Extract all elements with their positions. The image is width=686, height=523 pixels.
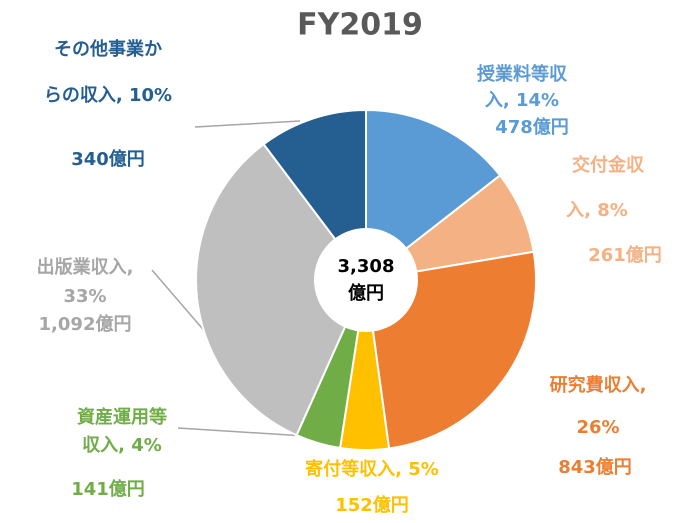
- slice-label: 収入, 4%: [82, 435, 162, 456]
- leader-line: [194, 120, 301, 128]
- value-label: 141億円: [71, 478, 145, 500]
- slice-label: 研究費収入,: [550, 374, 647, 396]
- slice-label: 出版業収入,: [37, 256, 134, 278]
- pie-slice: [365, 108, 502, 283]
- slice-label: 授業料等収: [477, 63, 568, 85]
- slice-label: 入, 14%: [485, 90, 559, 111]
- leader-line: [177, 427, 306, 437]
- value-label: 1,092億円: [39, 313, 132, 335]
- value-label: 261億円: [588, 244, 662, 266]
- slice-label: 資産運用等: [77, 406, 167, 428]
- donut-hole: [314, 228, 418, 332]
- center-label: 億円: [348, 282, 384, 304]
- slice-label: 寄付等収入, 5%: [305, 458, 439, 480]
- leader-line: [151, 269, 208, 335]
- slice-label: 26%: [576, 417, 619, 438]
- slice-label: 交付金収: [572, 154, 645, 176]
- slice-label: 入, 8%: [566, 200, 628, 221]
- center-label: 3,308: [338, 256, 395, 277]
- value-label: 478億円: [495, 116, 569, 138]
- value-label: 843億円: [558, 456, 632, 478]
- chart-title: FY2019: [297, 8, 423, 43]
- slice-label: 33%: [63, 286, 106, 307]
- value-label: 152億円: [335, 494, 409, 516]
- pie-slice: [195, 142, 368, 437]
- slice-label: らの収入, 10%: [44, 85, 172, 106]
- slice-label: その他事業か: [54, 38, 162, 60]
- value-label: 340億円: [71, 148, 145, 170]
